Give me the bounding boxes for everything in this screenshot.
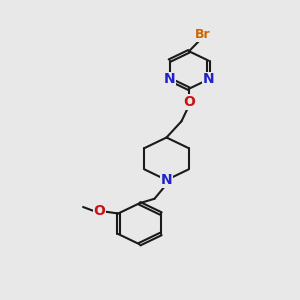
- Text: N: N: [164, 72, 175, 86]
- Text: O: O: [183, 95, 195, 109]
- Text: N: N: [161, 173, 172, 187]
- Text: N: N: [203, 72, 214, 86]
- Text: O: O: [94, 205, 106, 218]
- Text: Br: Br: [195, 28, 210, 41]
